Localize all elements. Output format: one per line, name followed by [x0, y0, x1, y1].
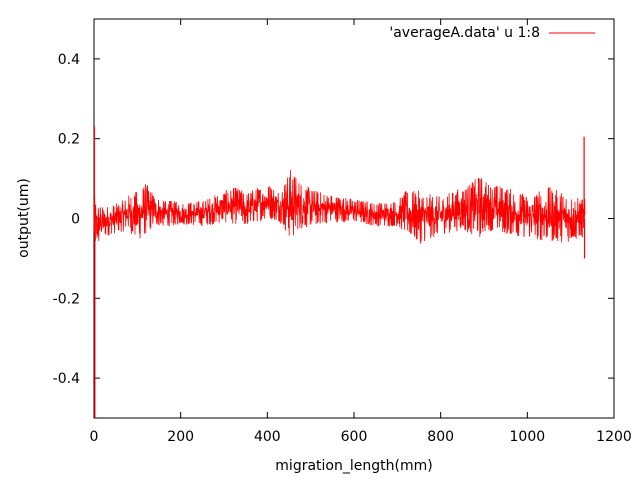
x-tick-label: 400: [254, 429, 281, 445]
y-tick-label: 0.2: [58, 132, 80, 148]
series-line: [93, 169, 586, 244]
x-tick-label: 1000: [510, 429, 546, 445]
y-tick-label: -0.2: [53, 291, 80, 307]
x-axis: 0 200 400 600 800 1000 1200: [90, 19, 632, 445]
x-axis-label: migration_length(mm): [275, 458, 432, 474]
legend-label: 'averageA.data' u 1:8: [389, 25, 540, 41]
y-tick-label: 0.4: [58, 52, 80, 68]
x-tick-label: 200: [167, 429, 194, 445]
y-tick-label: 0: [71, 212, 80, 228]
x-tick-label: 600: [341, 429, 368, 445]
x-tick-label: 800: [427, 429, 454, 445]
plot-area: 0 200 400 600 800 1000 1200 -0.4 -0.2 0 0.2 0.4: [53, 18, 632, 445]
y-axis-label: output(um): [16, 178, 32, 258]
legend: 'averageA.data' u 1:8: [389, 25, 595, 41]
series-layer: [93, 126, 586, 418]
x-tick-label: 0: [90, 429, 99, 445]
y-tick-label: -0.4: [53, 371, 80, 387]
x-tick-label: 1200: [596, 429, 632, 445]
